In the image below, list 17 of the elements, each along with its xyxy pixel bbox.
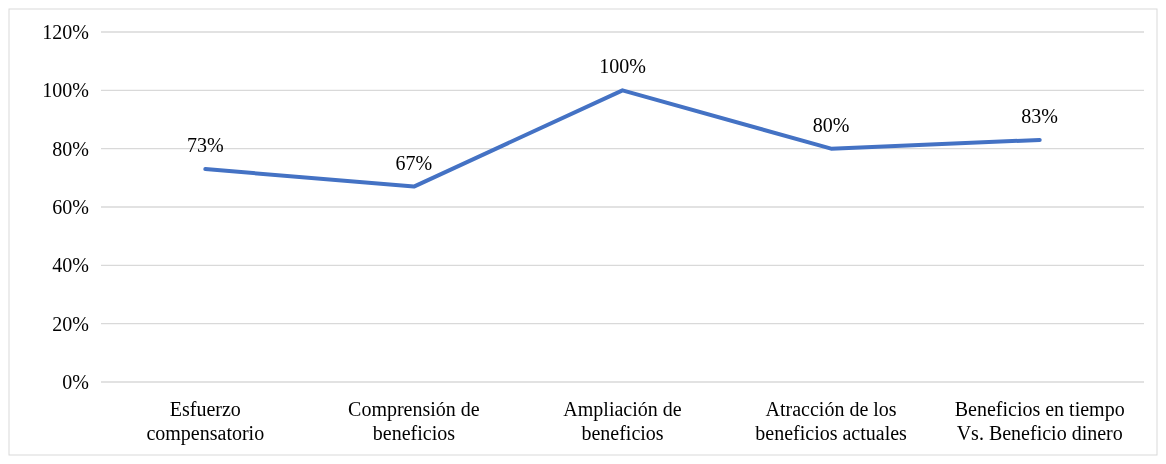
text: 80% [812, 113, 850, 136]
y-tick-label: 120% [42, 21, 89, 43]
x-tick-label: Comprensión de beneficios [348, 398, 480, 444]
x-tick-label: Beneficios en tiempo Vs. Beneficio dinero [954, 398, 1125, 444]
y-tick-label: 80% [52, 137, 89, 160]
y-tick-label: 40% [52, 254, 89, 277]
x-tick-label: Atracción de los beneficios actuales [755, 398, 908, 444]
text: 83% [1021, 104, 1059, 127]
text: 67% [395, 151, 433, 174]
text: 100% [599, 55, 646, 78]
y-tick-label: 0% [62, 371, 89, 393]
x-tick-label: Esfuerzo compensatorio [146, 398, 265, 445]
x-tick-label: Ampliación de beneficios [563, 398, 682, 444]
y-tick-label: 100% [42, 79, 89, 102]
y-tick-label: 60% [52, 196, 89, 218]
text: 73% [186, 134, 224, 157]
y-tick-label: 20% [52, 312, 89, 335]
